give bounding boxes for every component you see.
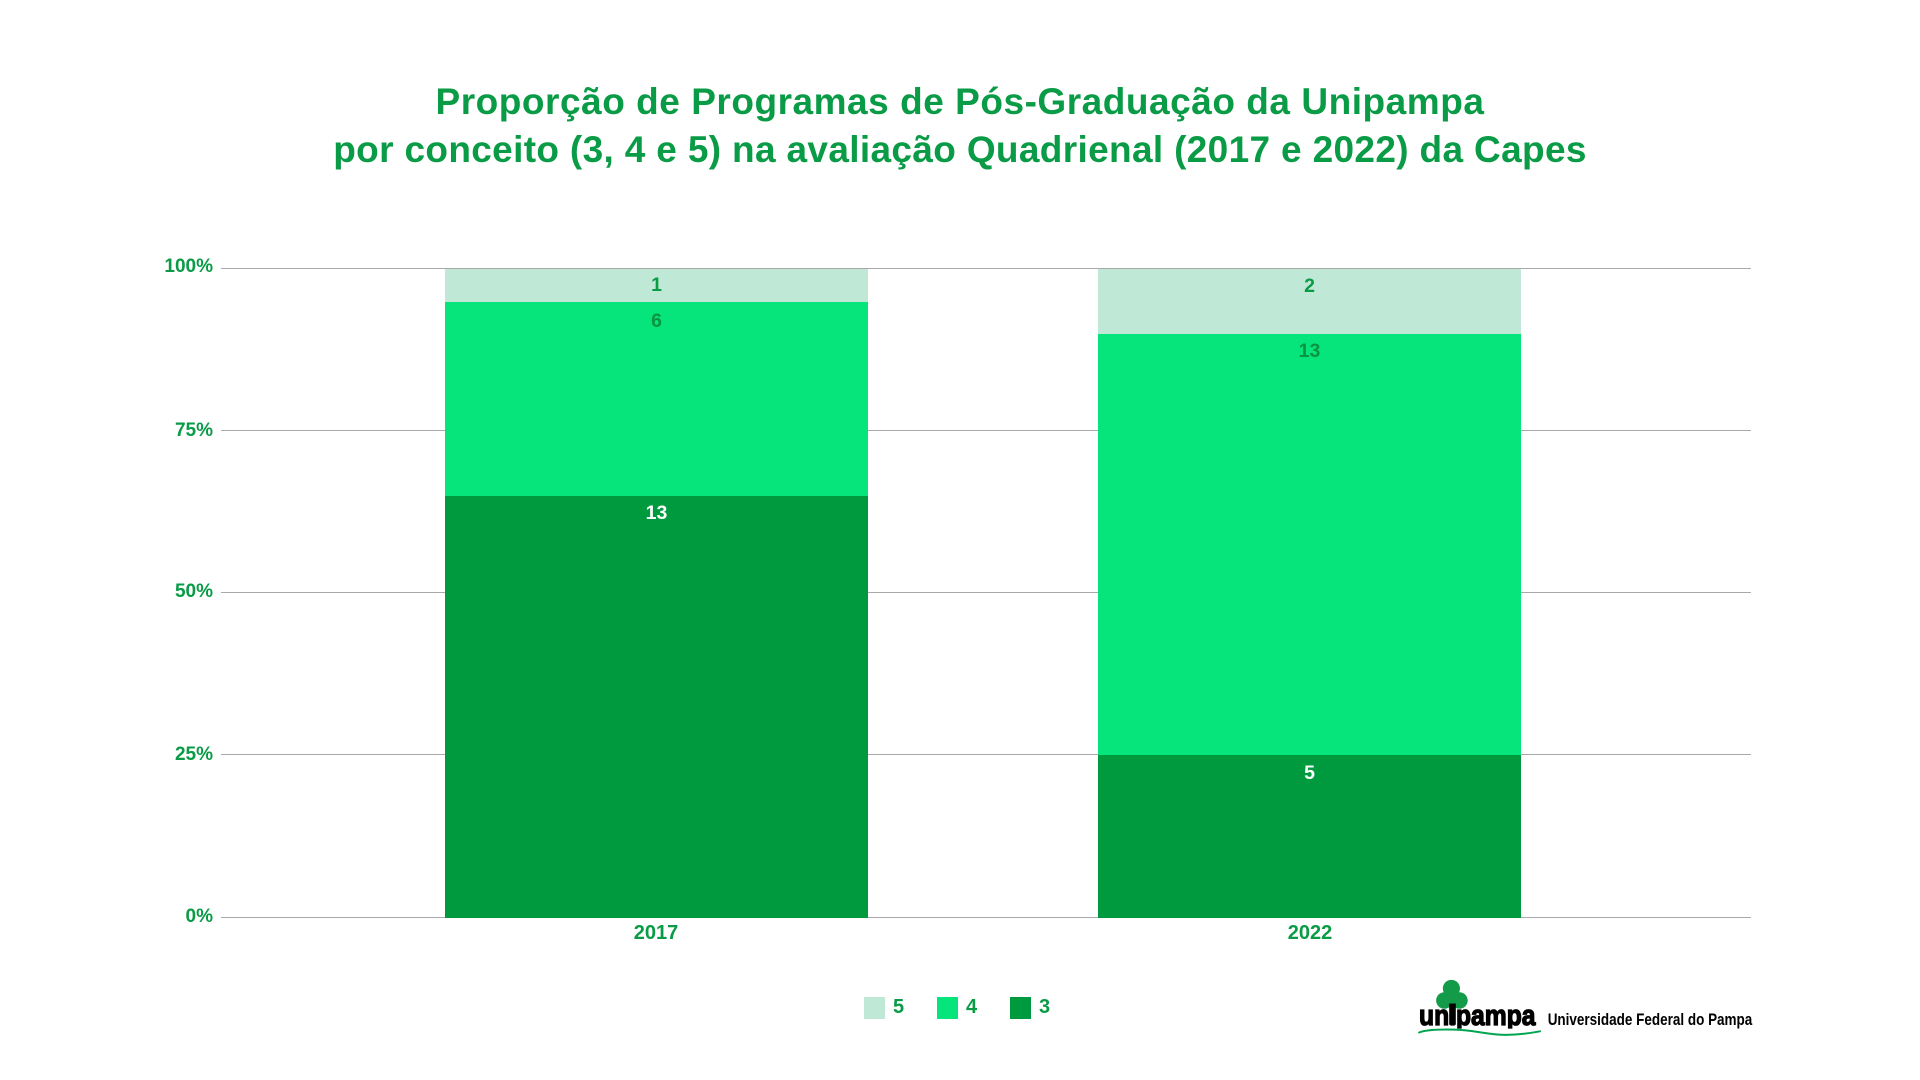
svg-text:unipampa: unipampa [1419, 1000, 1536, 1032]
svg-text:Universidade Federal do Pampa: Universidade Federal do Pampa [1548, 1010, 1753, 1029]
